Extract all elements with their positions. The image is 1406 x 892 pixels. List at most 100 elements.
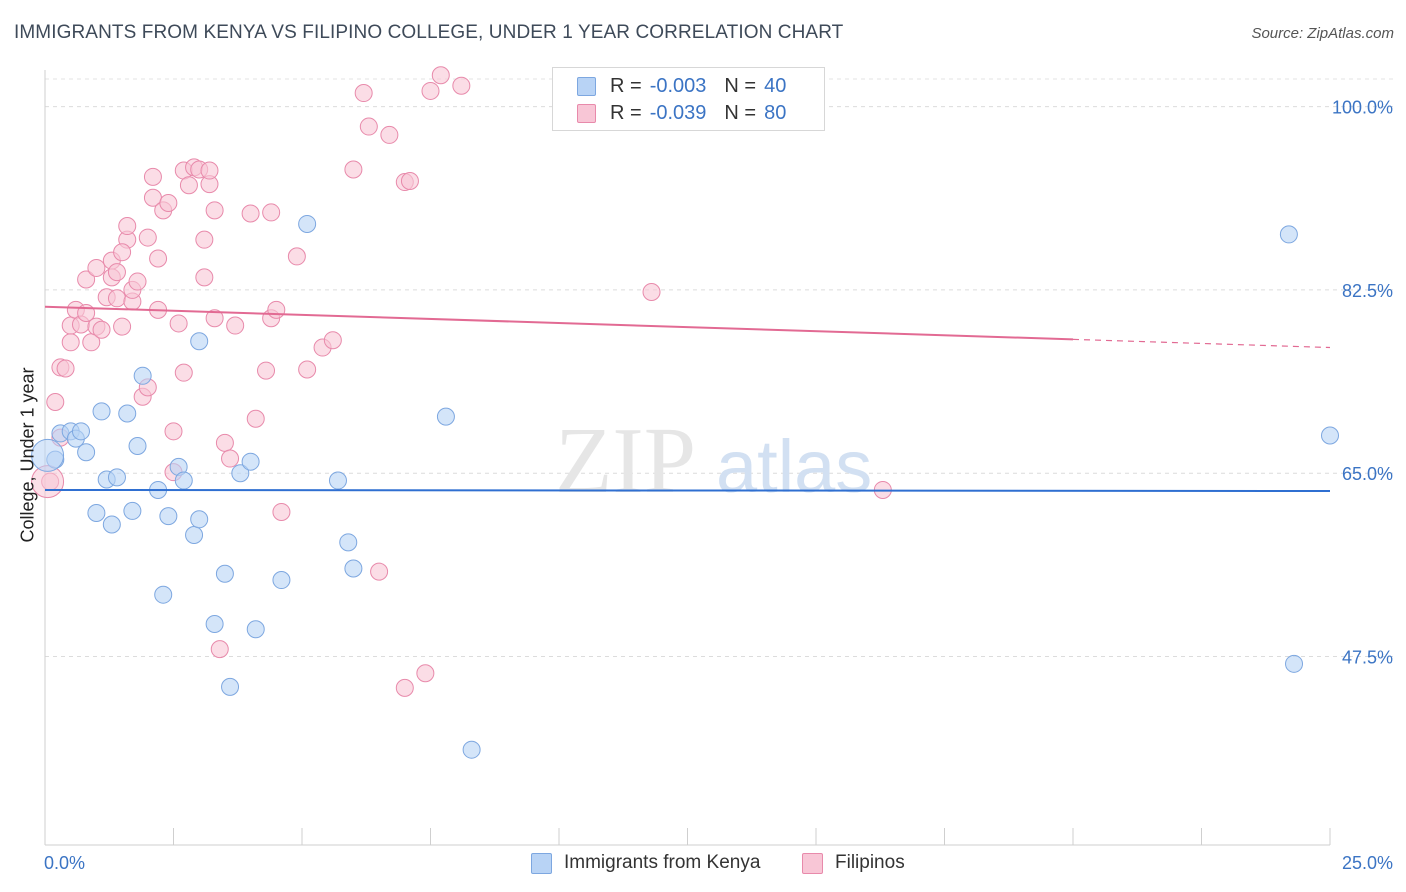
kenya-point (190, 510, 209, 529)
legend-kenya-label: Immigrants from Kenya (564, 852, 761, 873)
r-label: R = (610, 101, 642, 124)
kenya-point (118, 404, 137, 423)
trend-lines (44, 305, 1331, 493)
filipinos-r-value: -0.039 (649, 101, 707, 124)
filipinos-point (215, 433, 234, 452)
filipinos-point (323, 331, 342, 350)
kenya-points (31, 214, 1339, 759)
filipinos-point (241, 204, 260, 223)
filipinos-point (61, 333, 80, 352)
kenya-point (215, 564, 234, 583)
kenya-point (128, 436, 147, 455)
y-axis-label: College, Under 1 year (17, 367, 38, 543)
legend-item-kenya[interactable]: Immigrants from Kenya (531, 852, 760, 874)
kenya-point (339, 533, 358, 552)
y-tick-label: 82.5% (1342, 281, 1393, 301)
filipinos-point (92, 320, 111, 339)
filipinos-point (354, 84, 373, 103)
kenya-point (272, 571, 291, 590)
kenya-trend-line (44, 488, 1331, 493)
kenya-point (344, 559, 363, 578)
filipinos-point (113, 243, 132, 262)
filipinos-point (221, 449, 240, 468)
kenya-point (92, 402, 111, 421)
filipinos-point (395, 678, 414, 697)
kenya-point (154, 585, 173, 604)
filipinos-point (195, 268, 214, 287)
filipinos-point (205, 201, 224, 220)
y-tick-label: 65.0% (1342, 464, 1393, 484)
kenya-swatch (577, 76, 596, 96)
filipinos-point (452, 76, 471, 95)
filipinos-point (298, 360, 317, 379)
kenya-point (159, 507, 178, 526)
filipinos-point (226, 316, 245, 335)
kenya-point (133, 366, 152, 385)
correlation-legend: R = -0.003 N = 40 R = -0.039 N = 80 (552, 67, 825, 131)
filipinos-points (31, 66, 892, 697)
filipinos-point (400, 172, 419, 191)
filipinos-trend-line (44, 305, 1074, 341)
watermark: ZIP atlas (555, 409, 872, 513)
kenya-point (231, 464, 250, 483)
chart-title: IMMIGRANTS FROM KENYA VS FILIPINO COLLEG… (14, 22, 844, 43)
gridlines (45, 78, 1393, 657)
legend-row-kenya: R = -0.003 N = 40 (577, 74, 786, 98)
kenya-point (246, 620, 265, 639)
filipinos-point (205, 309, 224, 328)
kenya-point (462, 740, 481, 759)
filipinos-point (107, 263, 126, 282)
kenya-n-value: 40 (764, 74, 787, 97)
x-tick-label-max: 25.0% (1342, 853, 1393, 873)
kenya-point (102, 515, 121, 534)
filipinos-point (149, 249, 168, 268)
filipinos-point (642, 283, 661, 302)
filipinos-point (287, 247, 306, 266)
filipinos-point (257, 361, 276, 380)
kenya-point (298, 214, 317, 233)
kenya-point (436, 407, 455, 426)
filipinos-point (87, 258, 106, 277)
legend-item-filipinos[interactable]: Filipinos (802, 852, 905, 874)
kenya-point (71, 422, 90, 441)
filipinos-point (143, 167, 162, 186)
n-label: N = (724, 74, 757, 97)
filipinos-point (210, 640, 229, 659)
kenya-point (241, 452, 260, 471)
filipinos-point (113, 317, 132, 336)
kenya-r-value: -0.003 (649, 74, 707, 97)
filipinos-point (200, 161, 219, 180)
y-tick-labels: 47.5% 65.0% 82.5% 100.0% (1332, 98, 1393, 668)
kenya-point (221, 677, 240, 696)
r-label: R = (610, 74, 642, 97)
filipinos-point (246, 409, 265, 428)
kenya-point (328, 471, 347, 490)
filipinos-point (416, 664, 435, 683)
kenya-point (1321, 426, 1339, 445)
filipinos-trend-extension (1072, 338, 1331, 349)
kenya-point (190, 332, 209, 351)
watermark-atlas: atlas (716, 425, 872, 508)
filipinos-point (56, 359, 75, 378)
filipinos-point (344, 160, 363, 179)
y-tick-label: 100.0% (1332, 98, 1393, 118)
filipinos-point (262, 203, 281, 222)
kenya-point (107, 468, 126, 487)
filipinos-point (359, 117, 378, 136)
filipinos-point (370, 562, 389, 581)
filipinos-point (272, 502, 291, 521)
filipinos-point (159, 194, 178, 213)
source-label: Source: ZipAtlas.com (1251, 25, 1394, 42)
filipinos-point (77, 270, 96, 289)
filipinos-point (380, 125, 399, 144)
kenya-point (77, 443, 96, 462)
filipinos-point (421, 81, 440, 100)
filipinos-point (128, 272, 147, 291)
kenya-point (205, 615, 224, 634)
y-tick-label: 47.5% (1342, 647, 1393, 667)
filipinos-point (169, 314, 188, 333)
filipinos-point (138, 228, 157, 247)
kenya-point (87, 504, 106, 523)
filipinos-point (118, 217, 137, 236)
